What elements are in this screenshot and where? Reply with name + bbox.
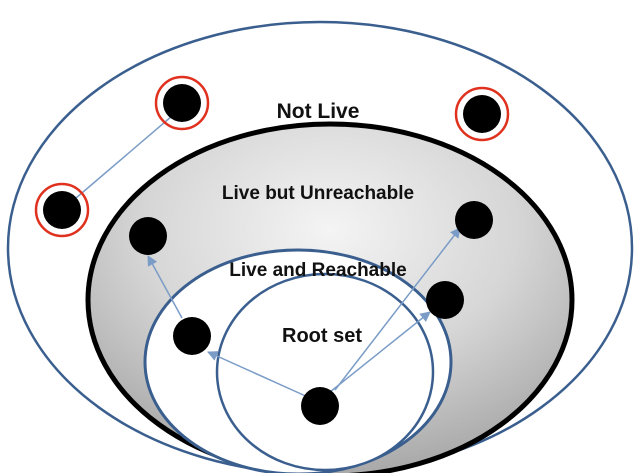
root-set-label: Root set <box>282 325 362 347</box>
reachable-object <box>173 317 211 355</box>
unreachable-object <box>129 217 167 255</box>
reference-arrow <box>334 227 461 391</box>
unreachable-object <box>455 201 493 239</box>
garbage-object <box>43 191 81 229</box>
reference-arrow <box>329 311 431 393</box>
reference-arrow <box>147 255 183 319</box>
garbage-object-highlight <box>34 182 90 238</box>
live-reachable-label: Live and Reachable <box>229 260 406 281</box>
reference-line <box>75 115 173 199</box>
root-set-region <box>215 272 435 472</box>
live-unreachable-label: Live but Unreachable <box>222 183 414 204</box>
garbage-object <box>463 95 501 133</box>
reference-arrow <box>207 351 311 399</box>
garbage-object <box>163 84 201 122</box>
garbage-object-highlight <box>454 86 510 142</box>
garbage-object-highlight <box>154 75 210 131</box>
not-live-label: Not Live <box>277 100 360 123</box>
reachable-object <box>426 281 464 319</box>
root-object <box>301 387 339 425</box>
